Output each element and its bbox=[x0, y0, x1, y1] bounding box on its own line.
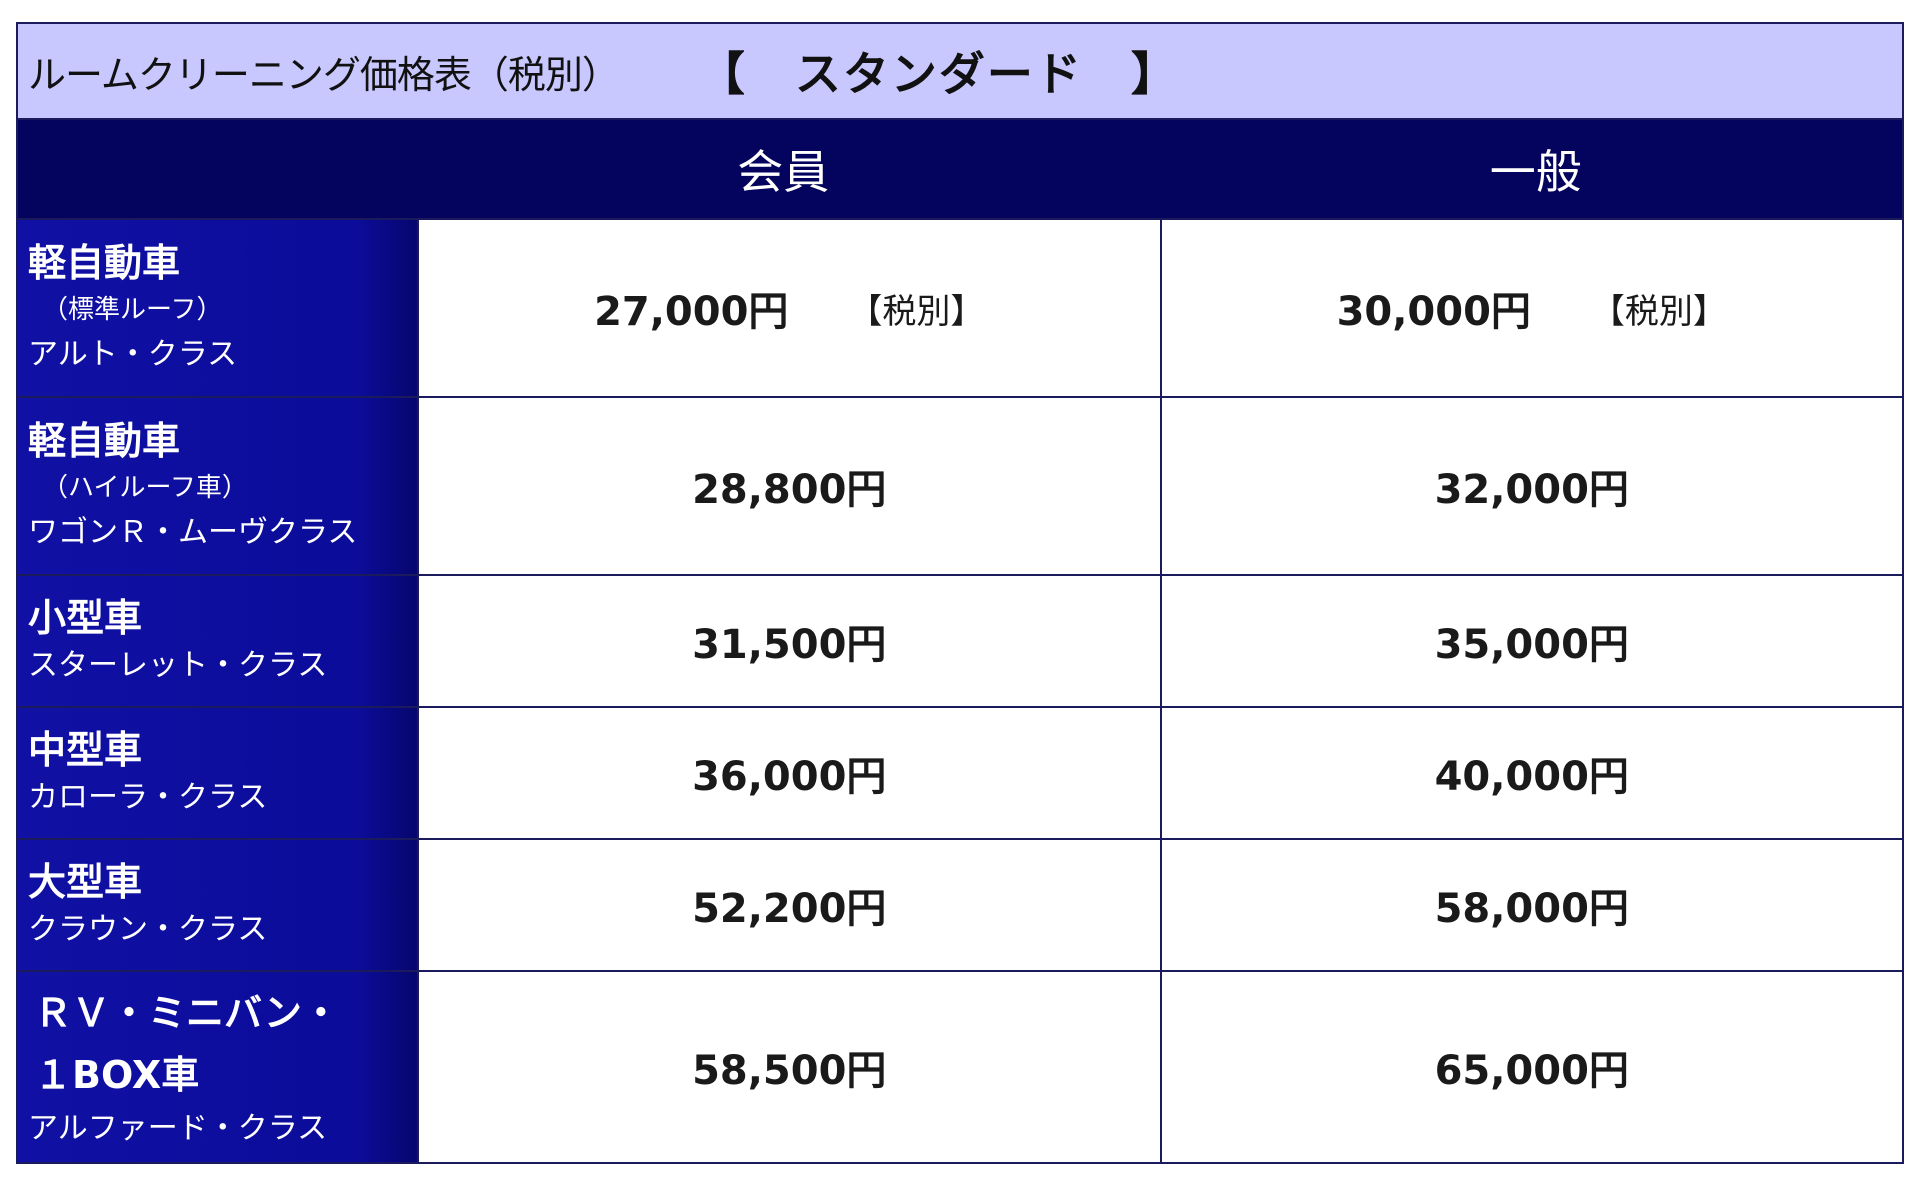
member-price: 52,200円 bbox=[692, 886, 887, 932]
member-price-cell: 31,500円 bbox=[417, 576, 1160, 706]
vehicle-class: ワゴンＲ・ムーヴクラス bbox=[28, 515, 358, 550]
vehicle-type: ＲＶ・ミニバン・ bbox=[34, 991, 340, 1035]
table-row: 軽自動車 （ハイルーフ車） ワゴンＲ・ムーヴクラス 28,800円 32,000… bbox=[18, 396, 1902, 574]
title-bar: ルームクリーニング価格表（税別） 【 スタンダード 】 bbox=[18, 24, 1902, 120]
table-row: 軽自動車 （標準ルーフ） アルト・クラス 27,000円 【税別】 30,000… bbox=[18, 218, 1902, 396]
table-row: 小型車 スターレット・クラス 31,500円 35,000円 bbox=[18, 574, 1902, 706]
row-label: 中型車 カローラ・クラス bbox=[18, 708, 417, 838]
table-title: ルームクリーニング価格表（税別） bbox=[28, 52, 620, 97]
vehicle-type: 小型車 bbox=[28, 596, 143, 640]
member-price-cell: 27,000円 【税別】 bbox=[417, 220, 1160, 396]
general-price: 58,000円 bbox=[1434, 886, 1629, 932]
header-corner bbox=[18, 120, 417, 218]
general-price: 30,000円 bbox=[1336, 289, 1531, 335]
vehicle-type: 軽自動車 bbox=[28, 419, 181, 463]
member-price-cell: 36,000円 bbox=[417, 708, 1160, 838]
vehicle-type: 軽自動車 bbox=[28, 241, 181, 285]
member-price: 31,500円 bbox=[692, 622, 887, 668]
table-row: 中型車 カローラ・クラス 36,000円 40,000円 bbox=[18, 706, 1902, 838]
general-price-cell: 65,000円 bbox=[1159, 972, 1902, 1162]
general-price: 32,000円 bbox=[1434, 467, 1629, 513]
column-header-member: 会員 bbox=[737, 145, 830, 199]
member-price: 58,500円 bbox=[692, 1048, 887, 1094]
member-price: 28,800円 bbox=[692, 467, 887, 513]
general-price-cell: 40,000円 bbox=[1159, 708, 1902, 838]
member-price-cell: 28,800円 bbox=[417, 398, 1160, 574]
member-price: 27,000円 bbox=[594, 289, 789, 335]
vehicle-type-line2: １BOX車 bbox=[34, 1053, 200, 1097]
vehicle-subtype: （標準ルーフ） bbox=[42, 295, 223, 325]
vehicle-type: 中型車 bbox=[28, 728, 143, 772]
price-table: ルームクリーニング価格表（税別） 【 スタンダード 】 会員 一般 軽自動車 （… bbox=[16, 22, 1904, 1164]
vehicle-type: 大型車 bbox=[28, 860, 143, 904]
vehicle-subtype: （ハイルーフ車） bbox=[42, 473, 248, 503]
general-price-cell: 58,000円 bbox=[1159, 840, 1902, 970]
member-price-cell: 58,500円 bbox=[417, 972, 1160, 1162]
general-price: 35,000円 bbox=[1434, 622, 1629, 668]
tax-note: 【税別】 bbox=[848, 291, 985, 332]
vehicle-class: アルト・クラス bbox=[28, 337, 238, 372]
row-label: 軽自動車 （標準ルーフ） アルト・クラス bbox=[18, 220, 417, 396]
general-price-cell: 32,000円 bbox=[1159, 398, 1902, 574]
vehicle-class: アルファード・クラス bbox=[28, 1111, 328, 1146]
plan-name: 【 スタンダード 】 bbox=[698, 47, 1179, 101]
column-header-row: 会員 一般 bbox=[18, 120, 1902, 218]
general-price: 40,000円 bbox=[1434, 754, 1629, 800]
general-price: 65,000円 bbox=[1434, 1048, 1629, 1094]
row-label: 大型車 クラウン・クラス bbox=[18, 840, 417, 970]
vehicle-class: クラウン・クラス bbox=[28, 912, 268, 947]
vehicle-class: カローラ・クラス bbox=[28, 780, 268, 815]
vehicle-class: スターレット・クラス bbox=[28, 648, 328, 683]
row-label: 軽自動車 （ハイルーフ車） ワゴンＲ・ムーヴクラス bbox=[18, 398, 417, 574]
row-label: ＲＶ・ミニバン・ １BOX車 アルファード・クラス bbox=[18, 972, 417, 1162]
member-price: 36,000円 bbox=[692, 754, 887, 800]
table-row: ＲＶ・ミニバン・ １BOX車 アルファード・クラス 58,500円 65,000… bbox=[18, 970, 1902, 1162]
member-price-cell: 52,200円 bbox=[417, 840, 1160, 970]
table-row: 大型車 クラウン・クラス 52,200円 58,000円 bbox=[18, 838, 1902, 970]
general-price-cell: 30,000円 【税別】 bbox=[1159, 220, 1902, 396]
row-label: 小型車 スターレット・クラス bbox=[18, 576, 417, 706]
general-price-cell: 35,000円 bbox=[1159, 576, 1902, 706]
column-header-general: 一般 bbox=[1489, 145, 1582, 199]
tax-note: 【税別】 bbox=[1590, 291, 1727, 332]
